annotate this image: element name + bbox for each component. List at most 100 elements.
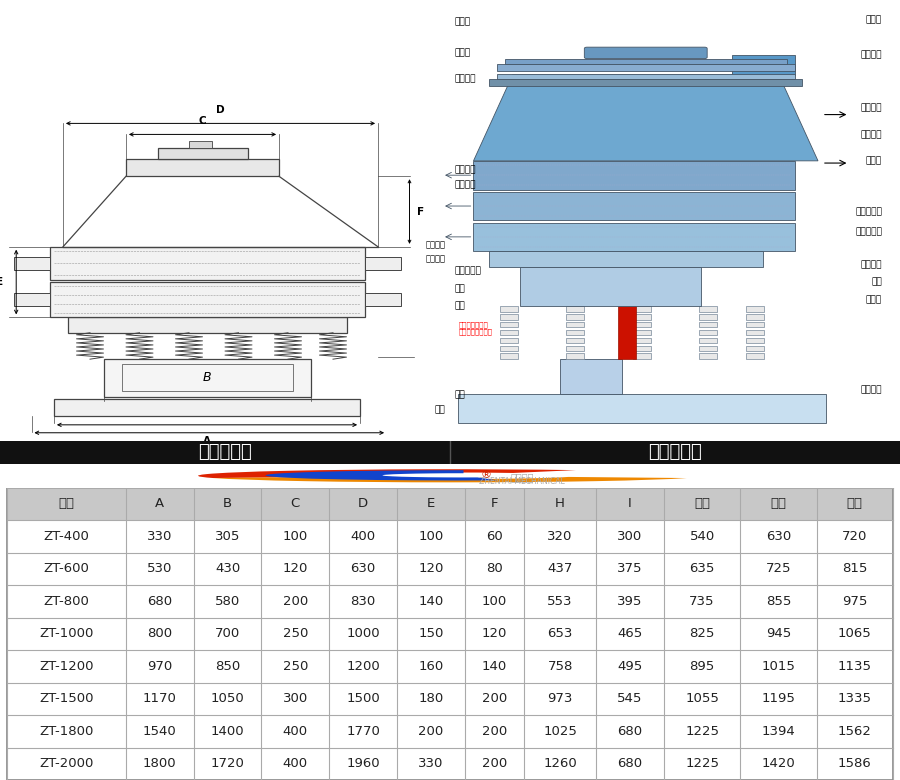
Bar	[699, 338, 717, 343]
Text: 1225: 1225	[685, 757, 719, 770]
Text: ZT-1500: ZT-1500	[40, 693, 94, 705]
Text: 一层: 一层	[694, 498, 710, 510]
Text: 防尘盖: 防尘盖	[454, 17, 471, 27]
Bar	[473, 192, 795, 221]
Text: 720: 720	[842, 530, 868, 543]
Text: 底部框架: 底部框架	[426, 254, 446, 264]
Text: C: C	[199, 116, 206, 126]
Text: 100: 100	[482, 594, 507, 608]
Text: 1065: 1065	[838, 627, 871, 640]
Text: 1500: 1500	[346, 693, 380, 705]
Text: 纵外重锤板: 纵外重锤板	[855, 227, 882, 236]
Text: H: H	[205, 444, 213, 454]
Bar	[746, 314, 764, 320]
Text: 1200: 1200	[346, 660, 380, 672]
Bar	[458, 395, 826, 423]
Text: 弹簧: 弹簧	[454, 302, 465, 310]
Text: 二层: 二层	[770, 498, 787, 510]
Text: C: C	[291, 498, 300, 510]
Text: 580: 580	[215, 594, 240, 608]
Text: 320: 320	[547, 530, 573, 543]
Text: 700: 700	[215, 627, 240, 640]
Text: 850: 850	[215, 660, 240, 672]
Text: 120: 120	[283, 562, 308, 576]
Text: 1225: 1225	[685, 725, 719, 738]
Text: 375: 375	[617, 562, 643, 576]
Text: 1400: 1400	[211, 725, 245, 738]
Text: 430: 430	[215, 562, 240, 576]
Text: 680: 680	[617, 725, 643, 738]
Text: 725: 725	[766, 562, 791, 576]
Bar	[699, 321, 717, 328]
Text: 540: 540	[689, 530, 715, 543]
Bar	[633, 338, 651, 343]
Text: 895: 895	[689, 660, 715, 672]
Bar	[158, 147, 248, 158]
Text: 底部框架: 底部框架	[454, 181, 476, 190]
Text: 中部框架: 中部框架	[426, 240, 446, 249]
Text: 上部重锤: 上部重锤	[860, 260, 882, 269]
Bar	[497, 64, 795, 70]
Bar	[566, 321, 584, 328]
Wedge shape	[198, 470, 576, 478]
Bar	[490, 80, 803, 86]
Text: I: I	[628, 498, 632, 510]
Bar	[7, 747, 893, 780]
Bar	[7, 552, 893, 585]
Text: E: E	[427, 498, 435, 510]
FancyBboxPatch shape	[584, 47, 707, 58]
Text: 400: 400	[283, 757, 308, 770]
Text: 束环: 束环	[454, 284, 465, 293]
Text: F: F	[491, 498, 499, 510]
Text: 振体: 振体	[871, 278, 882, 286]
Text: 300: 300	[283, 693, 308, 705]
Text: 顶部框架: 顶部框架	[454, 75, 476, 83]
Bar	[746, 346, 764, 351]
Text: 250: 250	[283, 627, 308, 640]
Text: 395: 395	[617, 594, 643, 608]
Text: 电动机: 电动机	[866, 295, 882, 304]
Bar	[7, 715, 893, 747]
Text: B: B	[202, 371, 211, 385]
Text: 553: 553	[547, 594, 573, 608]
Text: 1050: 1050	[211, 693, 245, 705]
Text: 545: 545	[617, 693, 643, 705]
Text: 1770: 1770	[346, 725, 380, 738]
Bar	[746, 338, 764, 343]
Text: A: A	[155, 498, 165, 510]
Text: 球形清洁板: 球形清洁板	[855, 207, 882, 216]
Text: 200: 200	[283, 594, 308, 608]
Bar	[490, 251, 763, 267]
Text: 973: 973	[547, 693, 573, 705]
Text: D: D	[216, 105, 225, 115]
Text: 1335: 1335	[838, 693, 872, 705]
Text: 型号: 型号	[58, 498, 75, 510]
Text: 465: 465	[617, 627, 643, 640]
Bar	[500, 353, 518, 359]
Bar	[126, 158, 279, 176]
Text: 800: 800	[148, 627, 172, 640]
Text: 680: 680	[148, 594, 172, 608]
Bar	[50, 282, 365, 317]
Text: 进料口: 进料口	[866, 16, 882, 24]
Bar	[189, 141, 212, 147]
Bar	[566, 338, 584, 343]
Text: 1420: 1420	[761, 757, 796, 770]
Bar	[68, 317, 346, 333]
Text: A: A	[203, 436, 211, 446]
Text: 855: 855	[766, 594, 791, 608]
Bar	[633, 330, 651, 335]
Bar	[0, 441, 450, 464]
Text: 100: 100	[418, 530, 444, 543]
Bar	[566, 306, 584, 311]
Text: 1055: 1055	[685, 693, 719, 705]
Bar	[500, 314, 518, 320]
Text: 筛网法兰: 筛网法兰	[860, 130, 882, 139]
Text: 1135: 1135	[838, 660, 872, 672]
Bar	[566, 353, 584, 359]
Text: 1394: 1394	[761, 725, 796, 738]
Bar	[500, 346, 518, 351]
Text: ®: ®	[481, 470, 491, 480]
Text: 200: 200	[482, 725, 507, 738]
Text: ZT-1200: ZT-1200	[40, 660, 94, 672]
